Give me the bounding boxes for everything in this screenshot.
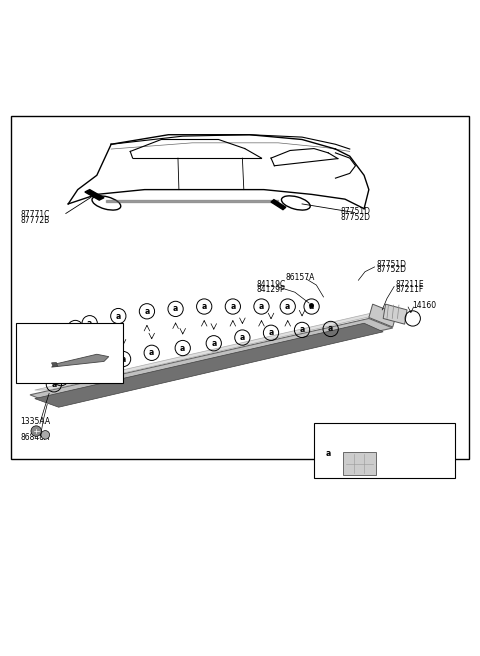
Text: 87211F: 87211F — [395, 285, 423, 295]
Text: a: a — [73, 323, 78, 333]
Text: a: a — [300, 325, 305, 335]
Text: a: a — [73, 367, 78, 377]
Circle shape — [41, 430, 49, 440]
Text: a: a — [230, 302, 236, 311]
Polygon shape — [383, 304, 407, 324]
Text: a: a — [180, 344, 185, 352]
Polygon shape — [369, 304, 396, 327]
Text: a: a — [285, 302, 290, 311]
Text: a: a — [173, 304, 178, 314]
Circle shape — [31, 426, 41, 436]
Text: a: a — [202, 302, 207, 311]
Text: 87751D: 87751D — [376, 260, 406, 268]
Text: 87771C: 87771C — [21, 210, 50, 219]
Text: 87756J: 87756J — [340, 449, 367, 458]
Polygon shape — [85, 190, 104, 200]
Text: a: a — [51, 380, 57, 389]
Text: a: a — [87, 319, 92, 328]
Text: a: a — [211, 338, 216, 348]
Text: a: a — [89, 363, 95, 372]
Polygon shape — [35, 323, 383, 407]
FancyBboxPatch shape — [343, 452, 376, 475]
Text: a: a — [309, 302, 314, 311]
Text: a: a — [259, 302, 264, 311]
Text: 14160: 14160 — [412, 300, 436, 310]
Text: a: a — [120, 354, 126, 363]
Text: a: a — [116, 312, 121, 321]
Polygon shape — [35, 314, 383, 390]
Text: 87751D: 87751D — [340, 207, 370, 216]
Text: 1335AA: 1335AA — [21, 417, 50, 426]
Polygon shape — [30, 318, 393, 404]
Text: a: a — [328, 325, 333, 333]
FancyBboxPatch shape — [16, 323, 123, 383]
Text: 84119C: 84119C — [257, 279, 286, 289]
Text: a: a — [59, 374, 64, 382]
Text: 86848A: 86848A — [21, 433, 50, 442]
Polygon shape — [51, 354, 109, 367]
Text: 86157A: 86157A — [285, 274, 315, 282]
Text: 87752D: 87752D — [340, 213, 370, 222]
Text: a: a — [268, 328, 274, 337]
Text: 87752D: 87752D — [376, 265, 406, 274]
Text: 87211E: 87211E — [395, 279, 424, 289]
Text: 84129P: 84129P — [257, 285, 285, 295]
Text: 1243HZ: 1243HZ — [28, 333, 58, 342]
Text: 87701B: 87701B — [28, 327, 57, 336]
Text: a: a — [240, 333, 245, 342]
Polygon shape — [271, 199, 286, 210]
Text: 87772B: 87772B — [21, 216, 50, 225]
Text: a: a — [325, 449, 331, 458]
Text: a: a — [144, 307, 150, 316]
Polygon shape — [51, 362, 58, 366]
FancyBboxPatch shape — [314, 423, 455, 478]
Text: a: a — [149, 348, 155, 358]
FancyBboxPatch shape — [11, 115, 469, 459]
